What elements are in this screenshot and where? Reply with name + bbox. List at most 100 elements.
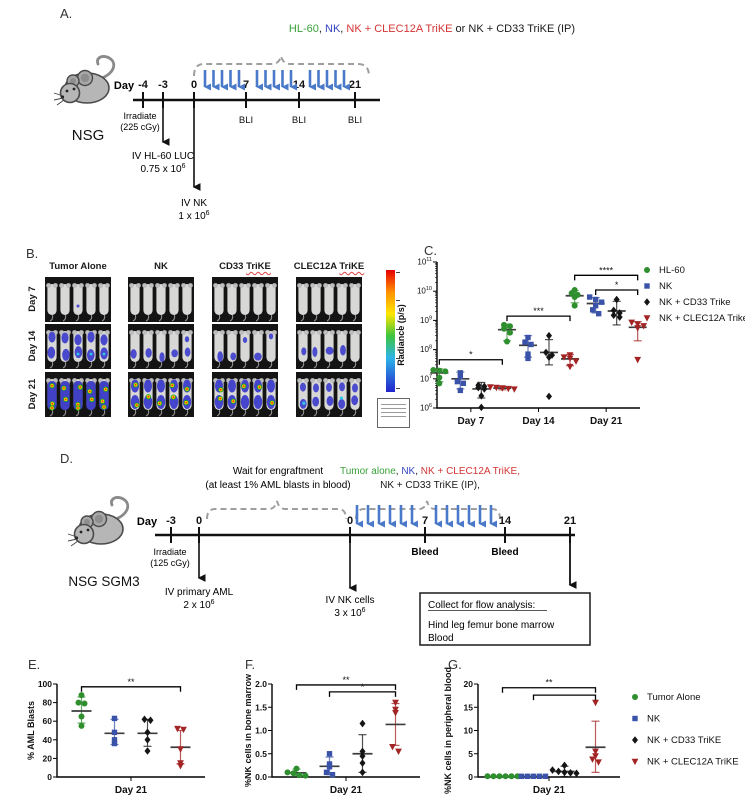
mouse-ear bbox=[53, 283, 58, 288]
data-point bbox=[111, 715, 118, 722]
data-point bbox=[546, 331, 552, 340]
panel-d-label: D. bbox=[60, 451, 73, 466]
mouse-tail bbox=[339, 360, 344, 369]
row-label-day7: Day 7 bbox=[27, 286, 38, 312]
data-point bbox=[634, 356, 642, 364]
svg-text:14: 14 bbox=[293, 79, 306, 91]
signal-blob bbox=[325, 346, 334, 355]
mouse-tail bbox=[216, 408, 221, 417]
legend-label: NK + CD33 Trike bbox=[659, 297, 731, 308]
signal-blob bbox=[130, 349, 137, 359]
data-point bbox=[111, 737, 118, 743]
data-point bbox=[507, 329, 513, 336]
data-point bbox=[595, 310, 602, 317]
signal-blob bbox=[242, 336, 248, 343]
mouse-body bbox=[350, 331, 360, 362]
mouse-tail bbox=[145, 408, 150, 417]
mouse-tail bbox=[268, 360, 273, 369]
mouse-ear bbox=[181, 283, 186, 288]
data-point bbox=[525, 355, 531, 362]
mouse-ear bbox=[304, 330, 309, 335]
mouse-ear bbox=[297, 283, 302, 288]
mouse-body bbox=[227, 284, 237, 315]
data-point bbox=[508, 773, 515, 780]
y-tick-label: 109 bbox=[420, 315, 432, 325]
data-point bbox=[566, 363, 574, 371]
x-tick-label: Day 21 bbox=[590, 416, 623, 427]
mouse-ear bbox=[272, 283, 277, 288]
mouse-body bbox=[73, 284, 83, 315]
mouse-ear bbox=[317, 283, 322, 288]
data-point bbox=[501, 325, 507, 332]
mouse-tail bbox=[255, 408, 260, 417]
mouse-ear bbox=[162, 283, 167, 288]
data-point bbox=[392, 699, 399, 707]
signal-blob bbox=[159, 352, 165, 363]
signal-blob bbox=[254, 352, 262, 361]
data-point bbox=[546, 392, 552, 401]
legend-label: NK + CLEC12A Trike bbox=[659, 313, 745, 324]
bleed-label-2: Bleed bbox=[491, 547, 518, 558]
signal-blob bbox=[184, 336, 190, 343]
collection-box-line2: Blood bbox=[428, 633, 454, 644]
significance-bar bbox=[295, 684, 397, 690]
data-point bbox=[640, 323, 648, 330]
panel-a-schematic: HL-60, NK, NK + CLEC12A TriKE or NK + CD… bbox=[52, 23, 575, 222]
mouse-body bbox=[311, 331, 321, 362]
panel-g-label: G. bbox=[448, 657, 462, 672]
mouse-tail bbox=[339, 313, 344, 322]
aml-blasts-chart: 0 20 40 60 80 100 Day 21 % AML Blasts ** bbox=[26, 677, 205, 796]
data-point bbox=[634, 321, 642, 328]
tumor-injection-line1: IV HL-60 LUC bbox=[132, 151, 194, 162]
y-tick-label: 100 bbox=[38, 679, 52, 689]
data-point bbox=[510, 386, 518, 393]
y-tick-label: 20 bbox=[464, 679, 474, 689]
nk-injection-line2: 1 x 106 bbox=[178, 210, 209, 222]
mouse-tail bbox=[242, 360, 247, 369]
data-point bbox=[498, 385, 506, 392]
data-point bbox=[592, 296, 599, 303]
data-point bbox=[111, 740, 118, 747]
signal-blob bbox=[145, 348, 152, 358]
bioluminescence-image-cell bbox=[212, 372, 278, 417]
y-axis-label: % AML Blasts bbox=[26, 701, 36, 760]
mouse-strain-label: NSG SGM3 bbox=[68, 574, 139, 589]
nsg-mouse-icon bbox=[52, 55, 116, 107]
y-tick-label: 10 bbox=[464, 726, 474, 736]
mouse-ear bbox=[259, 330, 264, 335]
mouse-tail bbox=[300, 313, 305, 322]
mouse-ear bbox=[72, 283, 77, 288]
panel-f-label: F. bbox=[245, 657, 256, 672]
irradiate-line2: (225 cGy) bbox=[120, 122, 160, 132]
significance-bar bbox=[595, 289, 639, 295]
signal-blob bbox=[339, 382, 345, 392]
signal-blob bbox=[312, 346, 318, 358]
data-point bbox=[525, 334, 531, 341]
svg-text:-3: -3 bbox=[158, 79, 168, 91]
data-point bbox=[504, 338, 510, 345]
data-point bbox=[177, 763, 184, 770]
data-point bbox=[177, 746, 184, 753]
signal-blob bbox=[48, 331, 56, 343]
data-point bbox=[507, 323, 513, 330]
mouse-ear bbox=[142, 283, 147, 288]
mouse-ear bbox=[349, 378, 354, 383]
mouse-ear bbox=[226, 330, 231, 335]
mouse-ear bbox=[349, 283, 354, 288]
mouse-ear bbox=[181, 330, 186, 335]
data-point bbox=[567, 769, 574, 777]
data-point bbox=[81, 700, 88, 707]
data-point bbox=[329, 771, 336, 778]
data-point bbox=[174, 725, 181, 733]
signal-blob bbox=[313, 383, 319, 393]
data-point bbox=[359, 747, 366, 756]
column-header-nk: NK bbox=[154, 261, 168, 272]
significance-label: ** bbox=[127, 677, 135, 687]
data-point bbox=[359, 719, 366, 728]
data-point bbox=[632, 715, 638, 722]
data-point bbox=[592, 699, 599, 707]
mouse-tail bbox=[229, 360, 234, 369]
mouse-ear bbox=[233, 283, 238, 288]
mouse-tail bbox=[101, 360, 106, 369]
bioluminescence-image-cell bbox=[45, 277, 111, 322]
